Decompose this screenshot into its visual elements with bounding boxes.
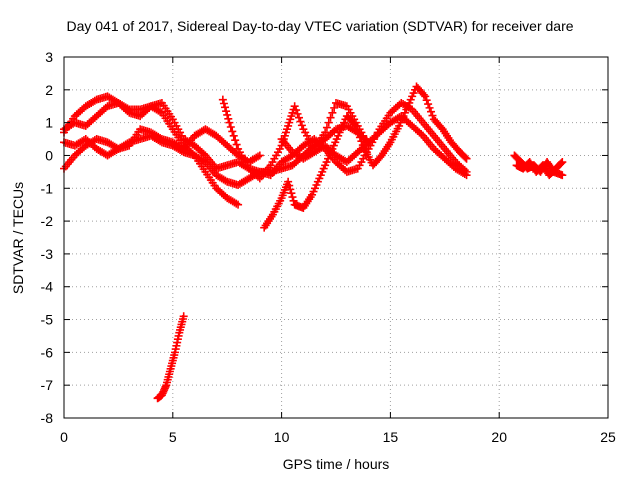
data-point-interp	[123, 104, 132, 113]
data-point-interp	[285, 181, 294, 190]
data-point-interp	[557, 159, 566, 168]
data-point	[179, 312, 188, 321]
y-tick-label: -1	[41, 180, 54, 196]
data-point-interp	[324, 118, 333, 127]
y-tick-label: -7	[41, 377, 54, 393]
data-point-interp	[460, 170, 469, 179]
data-point-interp	[422, 96, 431, 105]
data-point-interp	[326, 113, 335, 122]
data-point-interp	[297, 121, 306, 130]
data-point-interp	[425, 103, 434, 112]
data-point-interp	[232, 140, 241, 149]
data-point	[321, 128, 330, 137]
data-point-interp	[461, 153, 470, 162]
series-track-d	[60, 125, 264, 173]
data-point-interp	[353, 125, 362, 134]
data-point-interp	[222, 107, 231, 116]
data-point-interp	[328, 108, 337, 117]
data-point-interp	[221, 103, 230, 112]
x-tick-label: 0	[60, 429, 68, 445]
data-point-interp	[232, 199, 241, 208]
data-point-interp	[350, 120, 359, 129]
series-track-b	[60, 98, 243, 209]
data-point-interp	[219, 99, 228, 108]
y-tick-label: -6	[41, 344, 54, 360]
data-point-interp	[199, 149, 208, 158]
data-point-interp	[287, 189, 296, 198]
data-point-interp	[286, 185, 295, 194]
data-point-interp	[417, 130, 426, 139]
data-point-interp	[292, 106, 301, 115]
data-point	[351, 121, 360, 130]
data-point	[558, 171, 567, 180]
series-track-h	[153, 312, 188, 403]
data-point	[255, 151, 264, 160]
data-point-interp	[224, 114, 233, 123]
x-tick-label: 25	[600, 429, 616, 445]
x-tick-label: 5	[169, 429, 177, 445]
y-tick-label: 2	[45, 82, 53, 98]
data-point-interp	[254, 152, 263, 161]
y-tick-label: 0	[45, 147, 53, 163]
data-point-interp	[330, 103, 339, 112]
y-tick-label: -5	[41, 312, 54, 328]
y-tick-label: -8	[41, 410, 54, 426]
data-point-interp	[231, 136, 240, 145]
data-point-interp	[156, 133, 165, 142]
data-point	[558, 158, 567, 167]
series-track-e	[218, 95, 373, 183]
data-point-interp	[229, 131, 238, 140]
data-point	[218, 95, 227, 104]
data-point-interp	[419, 90, 428, 99]
data-point-interp	[355, 133, 364, 142]
y-tick-label: 1	[45, 115, 53, 131]
data-point	[462, 171, 471, 180]
data-point-interp	[177, 143, 186, 152]
data-point-interp	[296, 117, 305, 126]
series-track-g	[277, 112, 471, 180]
data-point-interp	[226, 123, 235, 132]
plot-border	[63, 56, 609, 419]
series-track-j	[512, 158, 567, 180]
data-point	[225, 118, 234, 127]
data-point-interp	[221, 176, 230, 185]
y-tick-label: -2	[41, 213, 54, 229]
chart-title: Day 041 of 2017, Sidereal Day-to-day VTE…	[66, 18, 574, 34]
data-point-interp	[156, 107, 165, 116]
data-point-interp	[322, 123, 331, 132]
y-tick-label: -3	[41, 246, 54, 262]
data-point	[234, 200, 243, 209]
data-point-interp	[354, 129, 363, 138]
data-point-interp	[295, 113, 304, 122]
data-point-interp	[428, 111, 437, 120]
data-point-interp	[427, 107, 436, 116]
data-point-interp	[288, 193, 297, 202]
x-tick-label: 15	[383, 429, 399, 445]
x-tick-label: 20	[491, 429, 507, 445]
data-point	[290, 102, 299, 111]
x-axis-label: GPS time / hours	[282, 456, 390, 472]
data-point-interp	[293, 109, 302, 118]
data-point-interp	[223, 110, 232, 119]
y-tick-label: 3	[45, 49, 53, 65]
data-point-interp	[424, 100, 433, 109]
data-point-interp	[357, 137, 366, 146]
y-axis-label: SDTVAR / TECUs	[10, 181, 26, 295]
data-point	[284, 177, 293, 186]
data-point	[421, 92, 430, 101]
data-point-interp	[90, 96, 99, 105]
x-tick-label: 10	[274, 429, 290, 445]
data-point-interp	[289, 196, 298, 205]
data-point	[462, 154, 471, 163]
y-tick-label: -4	[41, 279, 54, 295]
data-point-interp	[228, 127, 237, 136]
